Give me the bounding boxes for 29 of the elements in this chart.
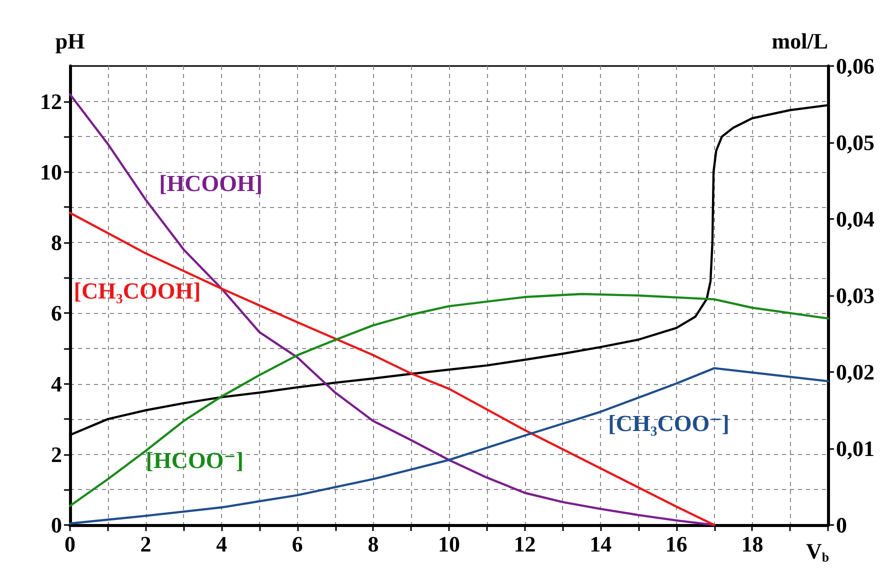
series-label: [HCOOH]	[159, 170, 263, 196]
y-tick-label: 0	[51, 512, 62, 538]
y2-tick-label: 0,01	[836, 436, 874, 461]
y-tick-label: 2	[51, 442, 62, 467]
x-tick-label: 10	[438, 532, 460, 556]
series-label: [CH₃COOH]	[74, 278, 201, 304]
x-tick-label: 6	[292, 532, 303, 556]
y-tick-label: 8	[51, 230, 62, 256]
x-tick-label: 12	[514, 532, 536, 556]
x-tick-label: 16	[665, 532, 688, 556]
x-tick-label: 14	[590, 532, 612, 556]
y2-axis-title: mol/L	[772, 28, 828, 54]
y2-tick-label: 0	[836, 512, 847, 538]
x-tick-label: 2	[140, 532, 152, 556]
x-tick-label: 8	[368, 532, 379, 556]
y2-tick-label: 0,02	[836, 360, 874, 384]
series-label: [CH₃COO⁻]	[608, 411, 730, 436]
y-tick-label: 6	[51, 300, 62, 326]
y2-tick-label: 0,04	[836, 206, 874, 232]
y-tick-label: 4	[51, 371, 62, 396]
x-tick-label: 4	[216, 532, 228, 556]
x-tick-label: 18	[741, 532, 764, 556]
y-axis-title: pH	[55, 28, 85, 54]
y-tick-label: 12	[40, 88, 62, 114]
series-label: [HCOO⁻]	[146, 448, 244, 474]
y2-tick-label: 0,03	[836, 283, 874, 308]
y-tick-label: 10	[40, 159, 62, 184]
y2-tick-label: 0,05	[836, 130, 874, 155]
y2-tick-label: 0,06	[836, 54, 874, 78]
